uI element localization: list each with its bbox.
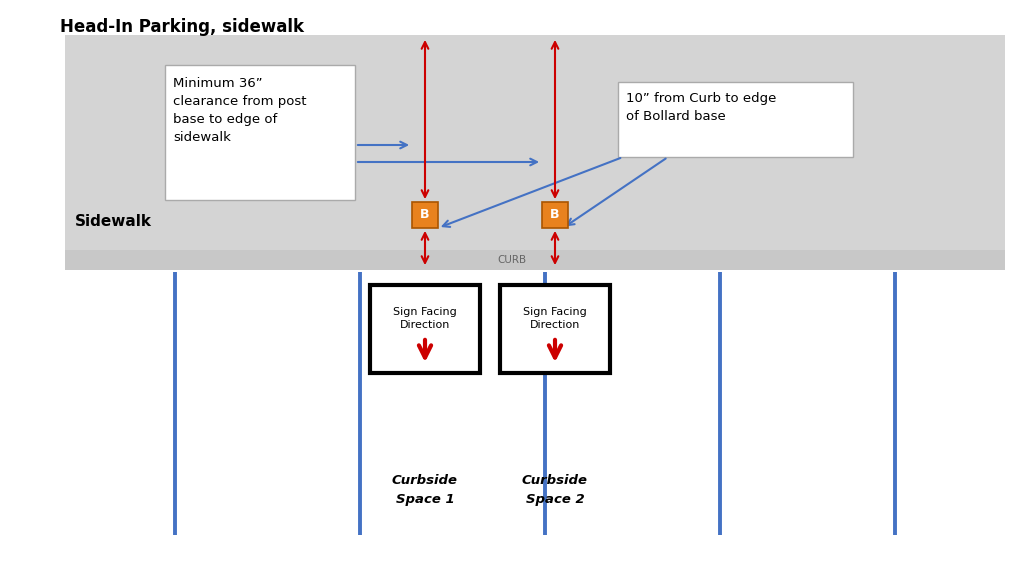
Bar: [618, 82, 853, 157]
Text: CURB: CURB: [498, 255, 526, 265]
Text: Sign Facing
Direction: Sign Facing Direction: [393, 307, 457, 330]
Bar: [65, 35, 1005, 250]
Bar: [542, 202, 568, 228]
Bar: [370, 285, 480, 373]
Text: B: B: [420, 209, 430, 221]
Bar: [500, 285, 610, 373]
Text: Head-In Parking, sidewalk: Head-In Parking, sidewalk: [60, 18, 304, 36]
Text: 10” from Curb to edge
of Bollard base: 10” from Curb to edge of Bollard base: [626, 92, 776, 123]
Text: Minimum 36”
clearance from post
base to edge of
sidewalk: Minimum 36” clearance from post base to …: [173, 77, 306, 144]
Text: Sidewalk: Sidewalk: [75, 214, 152, 229]
Bar: [412, 202, 438, 228]
Text: Curbside
Space 1: Curbside Space 1: [392, 474, 458, 505]
Text: Curbside
Space 2: Curbside Space 2: [522, 474, 588, 505]
Bar: [165, 65, 355, 200]
Bar: [65, 250, 1005, 270]
Text: Sign Facing
Direction: Sign Facing Direction: [523, 307, 587, 330]
Text: B: B: [550, 209, 560, 221]
